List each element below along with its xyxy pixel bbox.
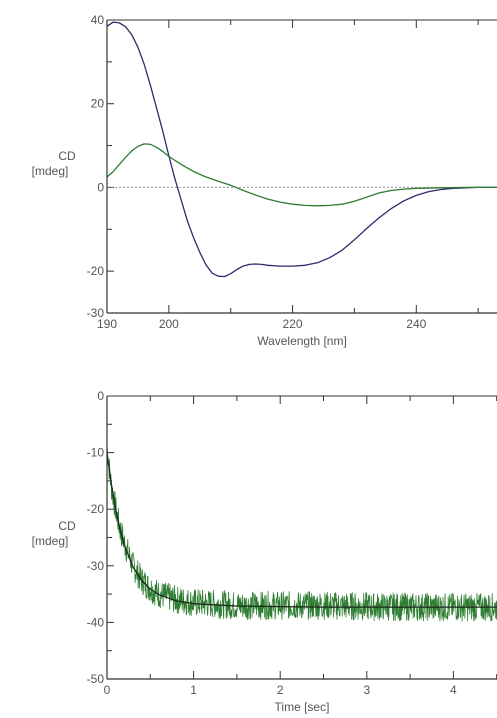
x-tick-label: 220 [283,317,303,331]
x-tick-label: 200 [159,317,179,331]
y-axis-title-line-1: CD [58,519,76,533]
y-tick-label: -30 [87,559,105,573]
y-tick-label: -40 [87,615,105,629]
y-axis-title-line-1: CD [58,149,76,163]
kinetics-ticks: -50-40-30-20-100012345 [87,389,497,697]
y-tick-label: 0 [97,180,104,194]
y-axis-title-line-2: [mdeg] [32,164,69,178]
x-tick-label: 4 [450,683,457,697]
cd-spectrum-series [106,21,497,278]
series-line-1 [106,21,497,278]
x-axis-title: Wavelength [nm] [257,334,347,348]
y-axis-title-line-2: [mdeg] [32,534,69,548]
series-line-1 [106,447,497,622]
y-tick-label: -20 [87,502,105,516]
x-tick-label: 1 [190,683,197,697]
x-tick-label: 240 [406,317,426,331]
y-tick-label: -10 [87,446,105,460]
fit-line [106,452,497,608]
x-tick-label: 2 [277,683,284,697]
cd-spectrum-ticks: -30-2002040190200220240260 [87,13,479,331]
y-tick-label: 40 [91,13,105,27]
kinetics-chart: -50-40-30-20-100012345 Time [sec] CD [md… [32,389,497,714]
y-tick-label: -30 [87,306,105,320]
x-tick-label: 190 [97,317,117,331]
y-tick-label: 20 [91,97,105,111]
x-tick-label: 0 [104,683,111,697]
y-tick-label: -20 [87,264,105,278]
cd-spectrum-chart: -30-2002040190200220240260 Wavelength [n… [32,13,497,348]
x-axis-title: Time [sec] [275,700,330,714]
kinetics-series [106,447,497,622]
kinetics-frame [106,395,497,680]
y-tick-label: -50 [87,672,105,686]
x-tick-label: 3 [363,683,370,697]
y-tick-label: 0 [97,389,104,403]
cd-spectrum-frame [106,19,497,314]
series-line-2 [106,143,497,207]
